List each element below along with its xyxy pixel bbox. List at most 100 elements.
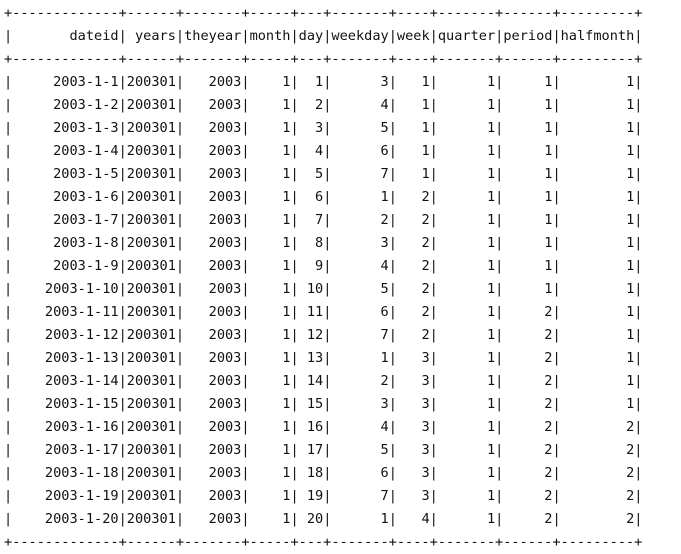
table-row: | 2003-1-10|200301| 2003| 1| 10| 5| 2| 1…	[4, 281, 643, 297]
table-row: | 2003-1-17|200301| 2003| 1| 17| 5| 3| 1…	[4, 442, 643, 458]
table-cell-dateid: 2003-1-19	[12, 488, 119, 504]
table-border-top: +-------------+------+-------+-----+---+…	[4, 5, 643, 21]
table-cell-theyear: 2003	[184, 166, 242, 182]
table-cell-quarter: 1	[437, 143, 496, 159]
table-cell-week: 1	[396, 120, 430, 136]
table-cell-day: 8	[298, 235, 324, 251]
table-cell-dateid: 2003-1-6	[12, 189, 119, 205]
table-cell-weekday: 3	[331, 396, 389, 412]
table-cell-month: 1	[249, 396, 291, 412]
table-cell-day: 12	[298, 327, 324, 343]
table-cell-day: 3	[298, 120, 324, 136]
table-cell-day: 19	[298, 488, 324, 504]
table-cell-years: 200301	[126, 511, 176, 527]
table-cell-halfmonth: 2	[560, 442, 635, 458]
table-cell-weekday: 1	[331, 189, 389, 205]
table-cell-week: 1	[396, 166, 430, 182]
table-row: | 2003-1-5|200301| 2003| 1| 5| 7| 1| 1| …	[4, 166, 643, 182]
table-cell-week: 3	[396, 396, 430, 412]
table-cell-week: 2	[396, 281, 430, 297]
table-cell-period: 2	[503, 327, 553, 343]
table-cell-theyear: 2003	[184, 373, 242, 389]
table-cell-period: 2	[503, 373, 553, 389]
table-cell-month: 1	[249, 235, 291, 251]
table-cell-dateid: 2003-1-3	[12, 120, 119, 136]
table-cell-halfmonth: 2	[560, 488, 635, 504]
table-row: | 2003-1-9|200301| 2003| 1| 9| 4| 2| 1| …	[4, 258, 643, 274]
table-cell-halfmonth: 2	[560, 465, 635, 481]
table-cell-theyear: 2003	[184, 143, 242, 159]
table-cell-weekday: 4	[331, 419, 389, 435]
table-cell-period: 1	[503, 235, 553, 251]
table-cell-halfmonth: 2	[560, 511, 635, 527]
table-cell-week: 1	[396, 74, 430, 90]
table-cell-period: 2	[503, 304, 553, 320]
table-cell-dateid: 2003-1-1	[12, 74, 119, 90]
table-cell-day: 16	[298, 419, 324, 435]
table-cell-month: 1	[249, 511, 291, 527]
table-cell-weekday: 2	[331, 373, 389, 389]
table-cell-quarter: 1	[437, 419, 496, 435]
column-header-quarter: quarter	[437, 28, 496, 44]
table-cell-quarter: 1	[437, 258, 496, 274]
column-header-week: week	[396, 28, 430, 44]
table-cell-quarter: 1	[437, 350, 496, 366]
table-cell-day: 17	[298, 442, 324, 458]
column-header-month: month	[249, 28, 291, 44]
table-row: | 2003-1-18|200301| 2003| 1| 18| 6| 3| 1…	[4, 465, 643, 481]
table-cell-week: 2	[396, 212, 430, 228]
table-cell-week: 2	[396, 327, 430, 343]
table-cell-quarter: 1	[437, 189, 496, 205]
table-row: | 2003-1-3|200301| 2003| 1| 3| 5| 1| 1| …	[4, 120, 643, 136]
table-cell-day: 1	[298, 74, 324, 90]
table-cell-day: 14	[298, 373, 324, 389]
table-cell-month: 1	[249, 373, 291, 389]
table-cell-week: 1	[396, 97, 430, 113]
table-cell-period: 2	[503, 396, 553, 412]
table-cell-dateid: 2003-1-4	[12, 143, 119, 159]
table-cell-weekday: 1	[331, 511, 389, 527]
table-cell-halfmonth: 1	[560, 143, 635, 159]
table-cell-years: 200301	[126, 304, 176, 320]
table-cell-weekday: 4	[331, 258, 389, 274]
table-cell-halfmonth: 1	[560, 373, 635, 389]
table-cell-quarter: 1	[437, 396, 496, 412]
table-cell-quarter: 1	[437, 442, 496, 458]
column-header-day: day	[298, 28, 324, 44]
table-cell-years: 200301	[126, 281, 176, 297]
table-row: | 2003-1-6|200301| 2003| 1| 6| 1| 2| 1| …	[4, 189, 643, 205]
table-cell-quarter: 1	[437, 511, 496, 527]
table-cell-years: 200301	[126, 465, 176, 481]
table-cell-quarter: 1	[437, 465, 496, 481]
table-row: | 2003-1-14|200301| 2003| 1| 14| 2| 3| 1…	[4, 373, 643, 389]
table-cell-period: 1	[503, 120, 553, 136]
table-cell-dateid: 2003-1-5	[12, 166, 119, 182]
table-cell-years: 200301	[126, 442, 176, 458]
table-cell-month: 1	[249, 258, 291, 274]
table-cell-weekday: 6	[331, 304, 389, 320]
table-cell-theyear: 2003	[184, 511, 242, 527]
table-cell-halfmonth: 1	[560, 327, 635, 343]
table-cell-week: 2	[396, 235, 430, 251]
table-row: | 2003-1-7|200301| 2003| 1| 7| 2| 2| 1| …	[4, 212, 643, 228]
table-cell-day: 6	[298, 189, 324, 205]
table-cell-day: 7	[298, 212, 324, 228]
table-cell-halfmonth: 1	[560, 258, 635, 274]
column-header-years: years	[126, 28, 176, 44]
table-cell-period: 1	[503, 189, 553, 205]
table-cell-month: 1	[249, 465, 291, 481]
table-cell-dateid: 2003-1-2	[12, 97, 119, 113]
table-cell-theyear: 2003	[184, 235, 242, 251]
table-cell-period: 1	[503, 281, 553, 297]
table-cell-years: 200301	[126, 143, 176, 159]
table-cell-years: 200301	[126, 373, 176, 389]
table-cell-theyear: 2003	[184, 281, 242, 297]
table-row: | 2003-1-1|200301| 2003| 1| 1| 3| 1| 1| …	[4, 74, 643, 90]
table-cell-years: 200301	[126, 258, 176, 274]
table-cell-weekday: 7	[331, 327, 389, 343]
table-cell-period: 2	[503, 465, 553, 481]
table-cell-month: 1	[249, 143, 291, 159]
table-cell-period: 1	[503, 143, 553, 159]
table-cell-week: 3	[396, 350, 430, 366]
table-cell-halfmonth: 1	[560, 281, 635, 297]
